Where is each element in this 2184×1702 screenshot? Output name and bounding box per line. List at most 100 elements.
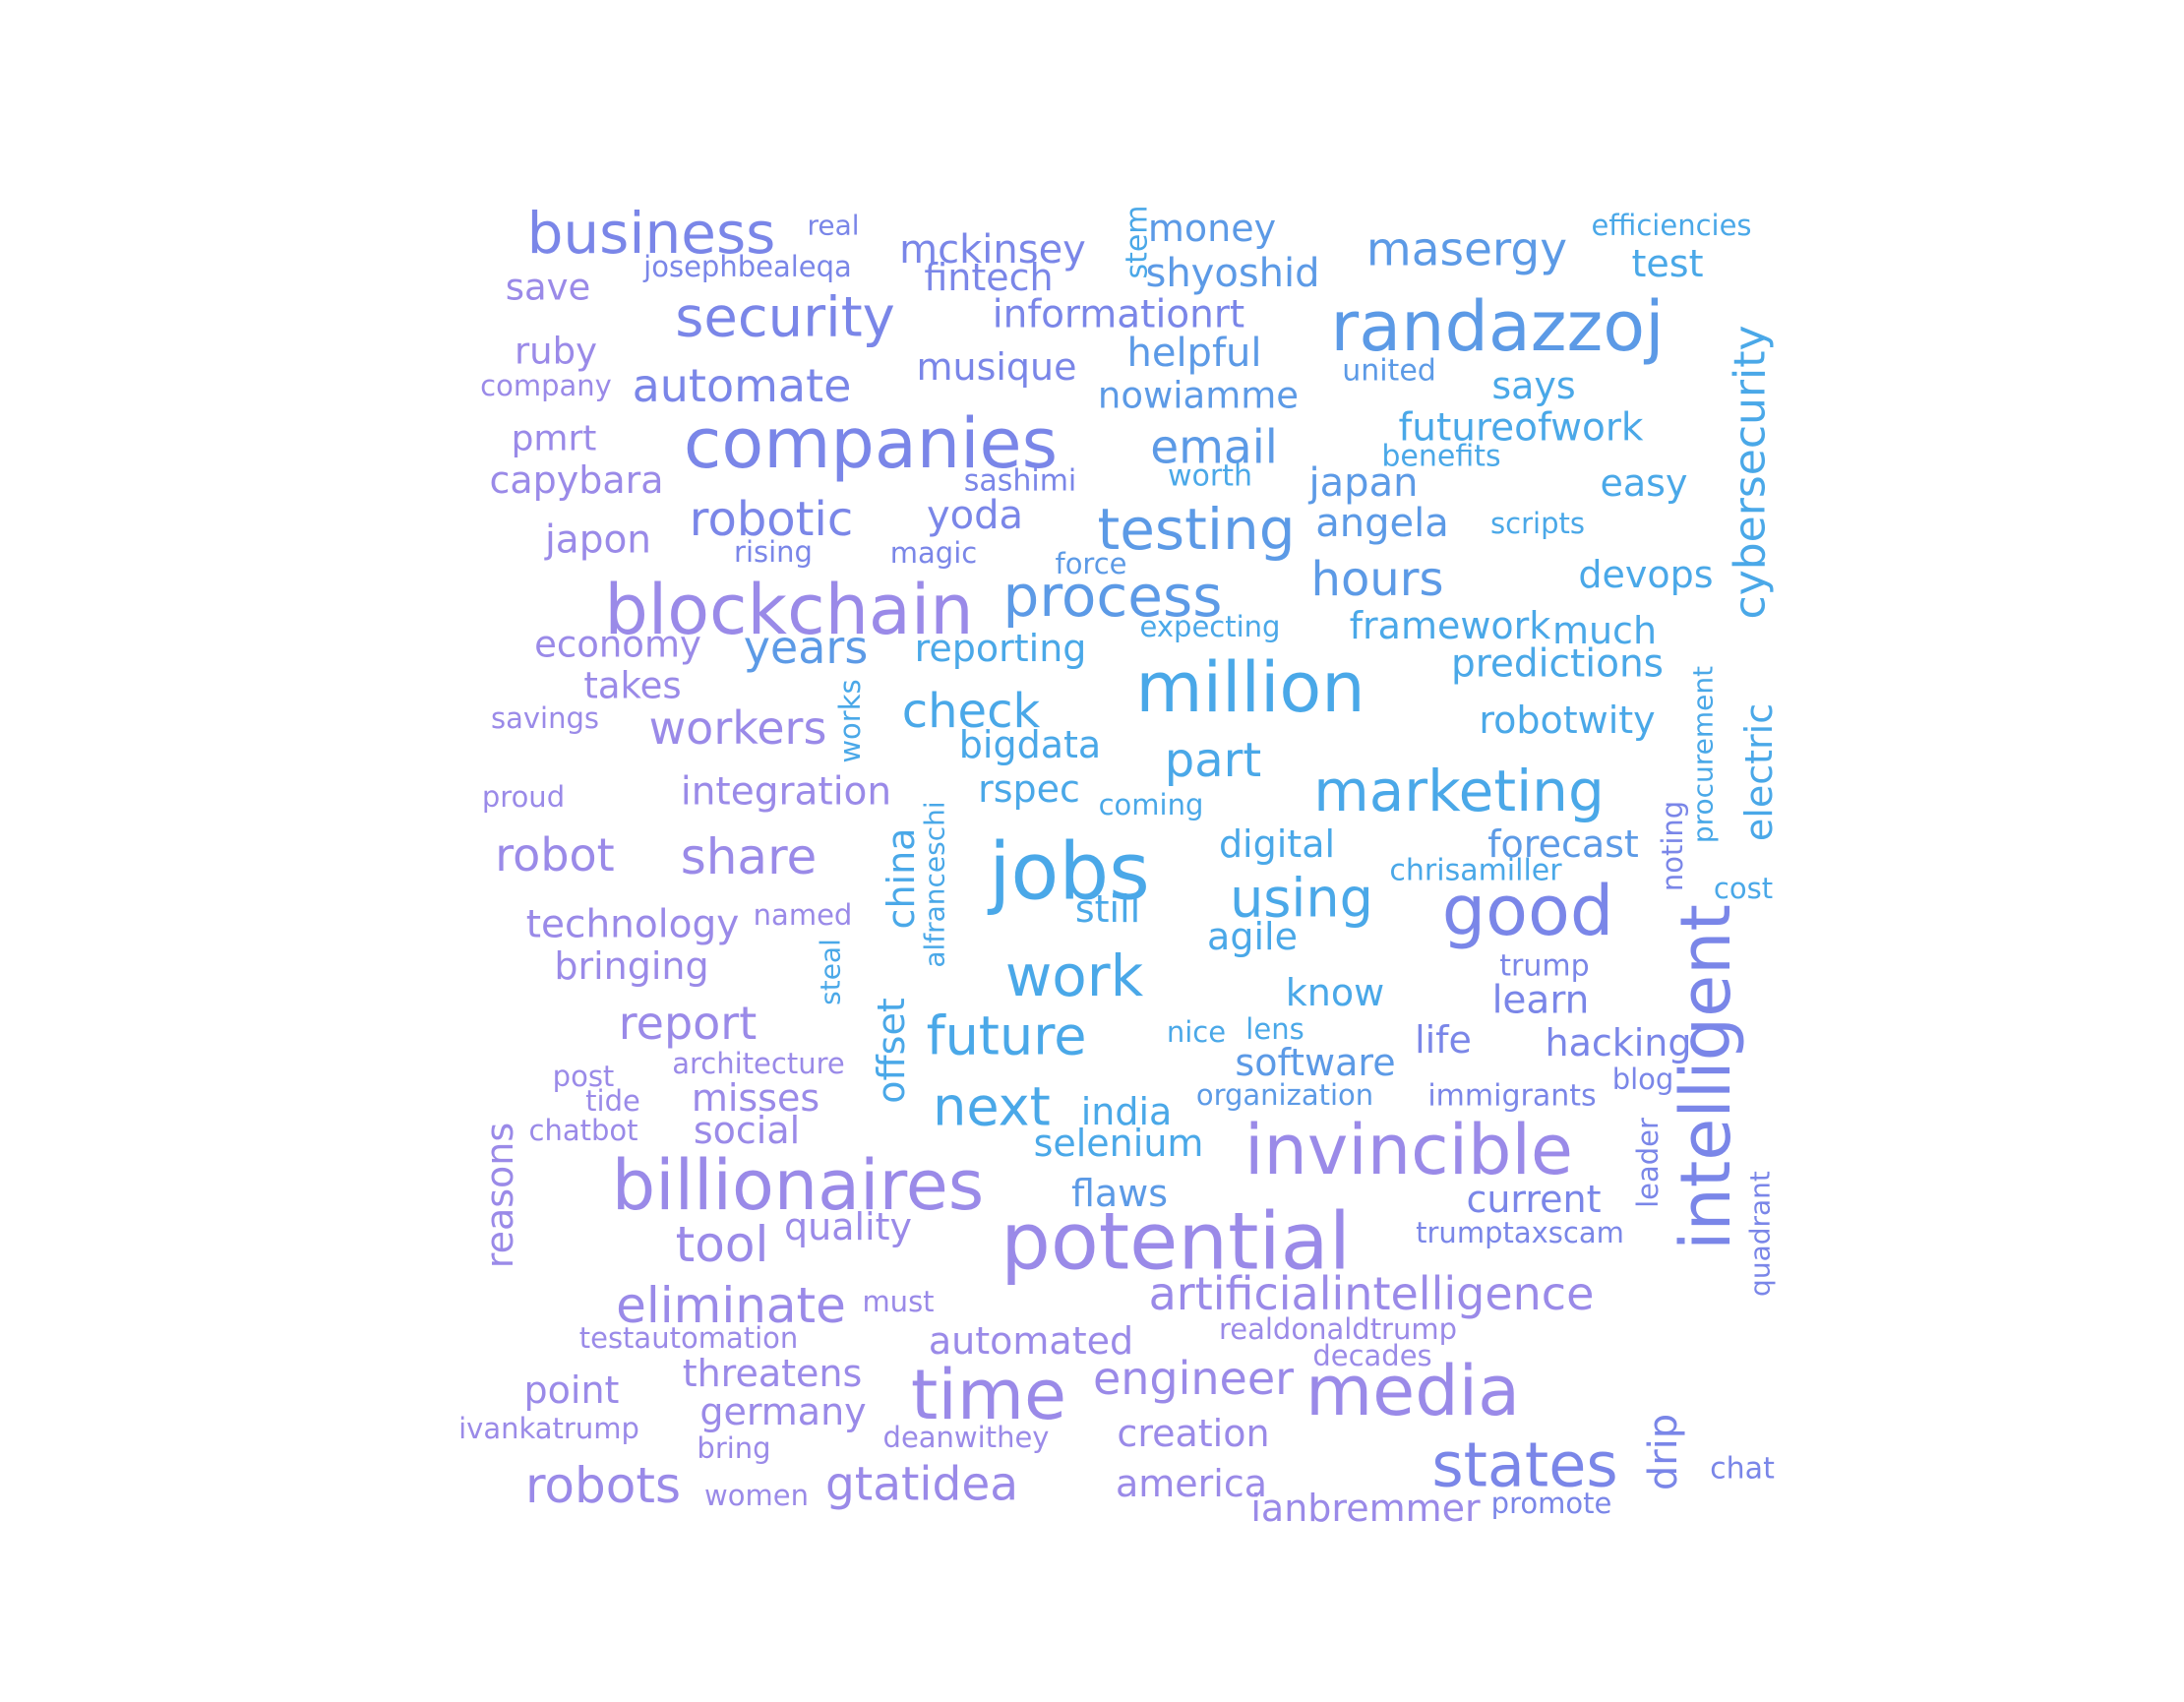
word-testautomation: testautomation — [579, 1321, 799, 1355]
word-nice: nice — [1167, 1015, 1226, 1049]
word-selenium: selenium — [1034, 1122, 1204, 1165]
word-quality: quality — [784, 1205, 912, 1248]
word-tool: tool — [676, 1216, 769, 1273]
word-procurement: procurement — [1687, 666, 1720, 843]
word-good: good — [1442, 871, 1614, 951]
word-still: still — [1075, 887, 1140, 931]
word-cost: cost — [1714, 872, 1773, 905]
word-shyoshid: shyoshid — [1145, 251, 1319, 296]
word-india: india — [1081, 1090, 1173, 1133]
word-misses: misses — [692, 1076, 819, 1120]
word-robotic: robotic — [690, 492, 853, 547]
word-musique: musique — [916, 345, 1076, 389]
word-must: must — [862, 1285, 934, 1318]
word-works: works — [833, 679, 867, 762]
word-stem: stem — [1121, 205, 1155, 278]
word-benefits: benefits — [1381, 440, 1500, 474]
word-lens: lens — [1245, 1012, 1304, 1046]
word-savings: savings — [491, 701, 599, 735]
word-company: company — [480, 369, 612, 402]
word-realdonaldtrump: realdonaldtrump — [1219, 1312, 1457, 1346]
word-check: check — [902, 684, 1041, 739]
word-flaws: flaws — [1071, 1172, 1168, 1215]
word-automate: automate — [633, 359, 852, 412]
word-cybersecurity: cybersecurity — [1726, 326, 1776, 620]
word-masergy: masergy — [1366, 223, 1567, 277]
word-architecture: architecture — [672, 1047, 844, 1080]
word-pmrt: pmrt — [512, 419, 597, 459]
word-says: says — [1491, 364, 1575, 407]
word-alfranceschi: alfranceschi — [919, 801, 951, 967]
word-bigdata: bigdata — [959, 723, 1101, 766]
word-futureofwork: futureofwork — [1399, 406, 1644, 451]
word-magic: magic — [890, 536, 977, 570]
word-immigrants: immigrants — [1427, 1079, 1596, 1114]
word-randazzoj: randazzoj — [1330, 286, 1664, 367]
word-robotwity: robotwity — [1479, 699, 1655, 742]
word-germany: germany — [699, 1390, 866, 1433]
word-trump: trump — [1499, 949, 1589, 984]
word-automated: automated — [929, 1319, 1133, 1363]
word-mckinsey: mckinsey — [899, 227, 1086, 273]
word-ruby: ruby — [515, 331, 597, 373]
word-united: united — [1342, 354, 1436, 389]
word-tide: tide — [585, 1084, 640, 1118]
word-real: real — [807, 210, 859, 242]
word-reasons: reasons — [478, 1123, 521, 1268]
word-josephbealeqa: josephbealeqa — [642, 250, 852, 283]
word-women: women — [704, 1479, 809, 1512]
word-companies: companies — [684, 403, 1058, 484]
word-technology: technology — [526, 903, 740, 947]
word-rising: rising — [734, 535, 813, 569]
word-creation: creation — [1117, 1412, 1269, 1455]
word-ivankatrump: ivankatrump — [458, 1412, 639, 1445]
word-fintech: fintech — [924, 256, 1053, 299]
word-informationrt: informationrt — [993, 293, 1244, 337]
word-potential: potential — [1001, 1196, 1351, 1288]
word-post: post — [553, 1060, 615, 1093]
word-decades: decades — [1312, 1339, 1431, 1372]
word-digital: digital — [1219, 822, 1335, 866]
word-chat: chat — [1710, 1452, 1775, 1487]
word-nowiamme: nowiamme — [1098, 375, 1299, 417]
word-promote: promote — [1491, 1487, 1612, 1520]
word-point: point — [524, 1368, 620, 1412]
word-predictions: predictions — [1451, 642, 1664, 687]
word-share: share — [681, 828, 818, 885]
word-rspec: rspec — [978, 767, 1080, 811]
word-social: social — [694, 1109, 800, 1152]
word-proud: proud — [482, 780, 565, 814]
word-yoda: yoda — [927, 493, 1023, 538]
word-deanwithey: deanwithey — [883, 1421, 1050, 1454]
word-angela: angela — [1315, 501, 1449, 546]
word-force: force — [1055, 547, 1126, 580]
word-process: process — [1003, 563, 1223, 630]
word-report: report — [619, 997, 758, 1050]
word-capybara: capybara — [489, 458, 663, 502]
word-steal: steal — [815, 939, 847, 1005]
word-next: next — [933, 1076, 1051, 1138]
word-learn: learn — [1492, 979, 1590, 1023]
word-electric: electric — [1737, 703, 1781, 841]
word-eliminate: eliminate — [616, 1277, 846, 1334]
word-easy: easy — [1601, 461, 1688, 505]
word-organization: organization — [1196, 1078, 1373, 1112]
word-workers: workers — [649, 701, 827, 755]
word-jobs: jobs — [987, 826, 1150, 918]
word-ianbremmer: ianbremmer — [1250, 1487, 1481, 1530]
word-trumptaxscam: trumptaxscam — [1416, 1216, 1624, 1249]
word-hacking: hacking — [1545, 1021, 1691, 1064]
word-billionaires: billionaires — [612, 1145, 985, 1226]
word-using: using — [1230, 868, 1373, 930]
word-economy: economy — [534, 624, 701, 666]
word-chrisamiller: chrisamiller — [1389, 854, 1562, 888]
word-robots: robots — [525, 1457, 681, 1514]
word-expecting: expecting — [1140, 610, 1281, 643]
word-hours: hours — [1311, 552, 1444, 607]
word-drip: drip — [1641, 1414, 1686, 1490]
word-offset: offset — [870, 998, 913, 1104]
word-states: states — [1431, 1429, 1617, 1501]
word-forecast: forecast — [1487, 822, 1639, 866]
word-blockchain: blockchain — [604, 570, 973, 650]
word-time: time — [911, 1355, 1066, 1435]
